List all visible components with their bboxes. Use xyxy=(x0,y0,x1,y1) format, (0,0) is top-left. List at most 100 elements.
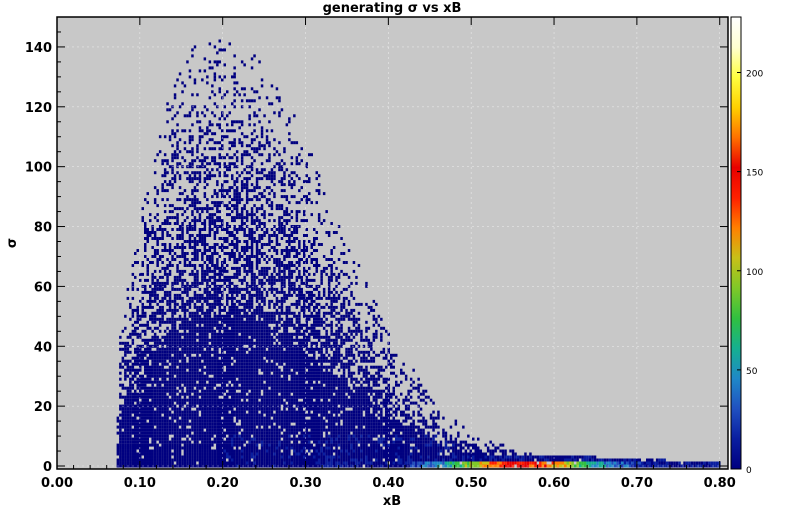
heatmap-cell xyxy=(188,398,192,402)
heatmap-cell xyxy=(268,344,271,348)
heatmap-cell xyxy=(270,284,274,288)
heatmap-cell xyxy=(253,90,256,94)
heatmap-cell xyxy=(188,422,192,426)
heatmap-cell xyxy=(188,338,192,342)
heatmap-cell xyxy=(158,135,162,139)
heatmap-cell xyxy=(250,213,254,217)
heatmap-cell xyxy=(235,246,239,249)
heatmap-cell xyxy=(255,383,259,387)
heatmap-cell xyxy=(151,281,154,285)
heatmap-cell xyxy=(178,437,182,441)
heatmap-cell xyxy=(213,365,217,369)
heatmap-cell xyxy=(218,362,221,366)
heatmap-cell xyxy=(253,255,256,258)
heatmap-cell xyxy=(268,452,271,456)
heatmap-cell xyxy=(203,69,207,73)
heatmap-cell xyxy=(171,437,174,441)
heatmap-cell xyxy=(168,216,172,220)
heatmap-cell xyxy=(248,362,251,366)
heatmap-cell xyxy=(248,165,251,169)
heatmap-cell xyxy=(226,380,229,384)
heatmap-cell xyxy=(216,290,219,294)
heatmap-cell xyxy=(228,368,231,372)
heatmap-cell xyxy=(260,222,264,225)
heatmap-cell xyxy=(233,305,236,309)
heatmap-cell xyxy=(283,404,286,408)
heatmap-cell xyxy=(248,386,251,390)
heatmap-cell xyxy=(141,413,144,417)
heatmap-cell xyxy=(243,347,246,351)
heatmap-cell xyxy=(221,419,224,423)
heatmap-cell xyxy=(176,123,179,127)
heatmap-cell xyxy=(223,258,226,261)
heatmap-cell xyxy=(223,362,226,366)
heatmap-cell xyxy=(235,452,239,456)
heatmap-cell xyxy=(163,168,167,172)
heatmap-cell xyxy=(211,308,214,312)
heatmap-cell xyxy=(141,302,144,306)
heatmap-cell xyxy=(206,440,209,444)
heatmap-cell xyxy=(144,377,147,381)
heatmap-cell xyxy=(268,377,271,381)
heatmap-cell xyxy=(183,398,187,402)
heatmap-cell xyxy=(226,440,229,444)
heatmap-cell xyxy=(208,425,212,429)
heatmap-cell xyxy=(245,255,249,258)
heatmap-cell xyxy=(156,380,159,384)
heatmap-cell xyxy=(211,401,214,405)
heatmap-cell xyxy=(243,231,246,234)
heatmap-cell xyxy=(245,422,249,426)
heatmap-cell xyxy=(270,246,274,249)
heatmap-cell xyxy=(168,293,172,297)
heatmap-cell xyxy=(191,299,194,303)
heatmap-cell xyxy=(203,335,207,339)
heatmap-cell xyxy=(166,299,169,303)
heatmap-cell xyxy=(288,407,291,411)
heatmap-cell xyxy=(216,413,219,417)
heatmap-cell xyxy=(203,407,207,411)
heatmap-cell xyxy=(183,311,187,315)
heatmap-cell xyxy=(223,266,226,270)
heatmap-cell xyxy=(131,440,135,444)
heatmap-cell xyxy=(171,311,174,315)
heatmap-cell xyxy=(223,135,226,139)
heatmap-cell xyxy=(221,407,224,411)
heatmap-cell xyxy=(178,461,182,465)
heatmap-cell xyxy=(270,428,274,432)
heatmap-cell xyxy=(198,207,202,211)
heatmap-cell xyxy=(218,335,221,339)
heatmap-cell xyxy=(245,246,249,249)
heatmap-cell xyxy=(268,278,271,282)
heatmap-cell xyxy=(283,407,286,411)
heatmap-cell xyxy=(250,210,254,214)
heatmap-cell xyxy=(188,222,192,225)
heatmap-cell xyxy=(233,228,236,231)
heatmap-cell xyxy=(216,320,219,324)
heatmap-cell xyxy=(226,168,229,172)
heatmap-cell xyxy=(216,371,219,375)
heatmap-cell xyxy=(216,180,219,184)
heatmap-cell xyxy=(280,395,284,399)
heatmap-cell xyxy=(158,281,162,285)
heatmap-cell xyxy=(250,278,254,282)
heatmap-cell xyxy=(156,392,159,396)
heatmap-cell xyxy=(223,308,226,312)
heatmap-cell xyxy=(223,204,226,208)
heatmap-cell xyxy=(191,311,194,315)
heatmap-cell xyxy=(161,356,164,360)
heatmap-cell xyxy=(248,305,251,309)
heatmap-cell xyxy=(290,401,294,405)
heatmap-cell xyxy=(265,96,269,100)
heatmap-cell xyxy=(275,350,279,354)
heatmap-cell xyxy=(149,443,152,447)
heatmap-cell xyxy=(235,207,239,211)
heatmap-cell xyxy=(131,392,135,396)
heatmap-cell xyxy=(250,168,254,172)
heatmap-cell xyxy=(158,428,162,432)
heatmap-cell xyxy=(201,338,204,342)
heatmap-cell xyxy=(126,296,130,300)
heatmap-cell xyxy=(188,401,192,405)
heatmap-cell xyxy=(156,455,159,459)
heatmap-cell xyxy=(253,186,256,190)
heatmap-cell xyxy=(263,335,266,339)
